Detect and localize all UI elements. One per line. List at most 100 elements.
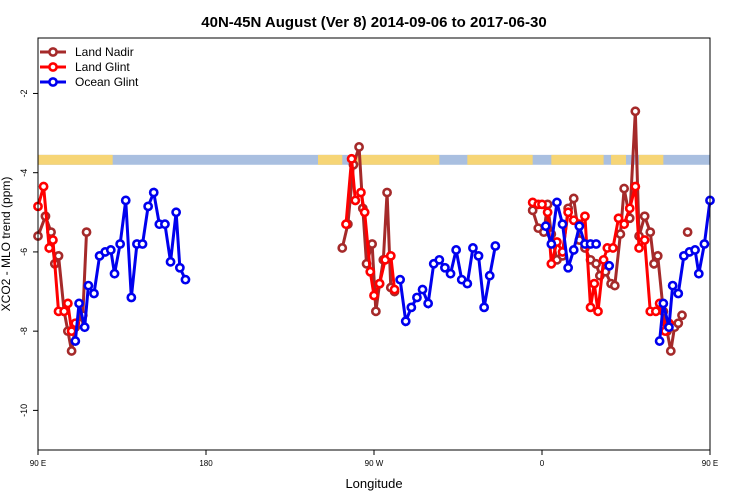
data-point	[585, 302, 596, 313]
data-point	[598, 254, 609, 265]
data-point	[639, 235, 650, 245]
data-point	[591, 258, 602, 269]
legend-item: Ocean Glint	[40, 75, 139, 89]
data-point	[652, 250, 663, 261]
data-point	[160, 219, 170, 230]
data-point	[370, 306, 381, 317]
x-tick-label: 90 W	[365, 459, 384, 468]
data-point	[540, 221, 551, 232]
data-point	[665, 346, 676, 356]
data-point	[337, 243, 348, 253]
legend-label: Land Glint	[75, 60, 130, 74]
data-point	[546, 258, 557, 269]
data-point	[591, 239, 602, 249]
legend-label: Ocean Glint	[75, 75, 139, 89]
data-point	[673, 318, 684, 329]
x-tick-label: 0	[540, 459, 545, 468]
data-point	[74, 298, 84, 309]
data-point	[120, 195, 131, 206]
data-point	[365, 266, 376, 277]
y-tick-label: -10	[19, 404, 29, 417]
x-tick-label: 180	[199, 459, 213, 468]
data-point	[440, 262, 450, 273]
legend-item: Land Nadir	[40, 45, 134, 59]
data-point	[374, 278, 385, 289]
data-point	[654, 336, 665, 346]
data-point	[667, 280, 678, 291]
data-point	[630, 181, 641, 192]
data-point	[462, 278, 473, 289]
data-point	[693, 268, 704, 279]
land-band-segment	[611, 154, 626, 165]
data-point	[650, 306, 661, 317]
land-band-segment	[639, 154, 664, 165]
data-point	[143, 201, 154, 212]
data-point	[546, 239, 557, 249]
data-point	[59, 306, 70, 317]
land-band-segment	[349, 154, 440, 165]
data-point	[389, 284, 400, 295]
data-point	[165, 256, 176, 267]
series-layer	[33, 106, 715, 356]
data-point	[479, 302, 490, 313]
data-point	[109, 268, 120, 279]
data-point	[664, 322, 674, 333]
data-point	[126, 292, 137, 303]
series-land-nadir	[33, 106, 693, 356]
y-axis: -2 -4 -6 -8 -10	[19, 89, 38, 417]
data-point	[677, 310, 687, 321]
data-point	[81, 227, 92, 238]
data-point	[434, 254, 445, 265]
data-point	[563, 207, 574, 218]
series-ocean-glint	[70, 187, 715, 346]
data-point	[699, 239, 710, 249]
data-point	[83, 280, 94, 291]
data-point	[412, 292, 422, 303]
data-point	[690, 245, 700, 255]
legend-label: Land Nadir	[75, 45, 134, 59]
data-point	[406, 302, 417, 313]
land-band-segment	[467, 154, 533, 165]
chart-title: 40N-45N August (Ver 8) 2014-09-06 to 201…	[201, 14, 546, 31]
data-point	[341, 219, 351, 230]
data-point	[619, 183, 630, 194]
data-point	[552, 197, 562, 208]
data-point	[174, 262, 185, 273]
y-tick-label: -6	[19, 248, 29, 256]
data-point	[417, 284, 428, 295]
data-point	[369, 290, 379, 301]
data-point	[574, 221, 585, 232]
data-point	[473, 250, 484, 261]
data-point	[79, 322, 90, 333]
x-axis-label: Longitude	[345, 476, 402, 491]
data-point	[593, 306, 603, 317]
data-point	[630, 106, 641, 117]
data-point	[137, 239, 148, 249]
data-point	[682, 227, 693, 238]
series-line	[532, 186, 671, 336]
data-point	[609, 280, 620, 291]
legend-swatch-marker	[48, 77, 58, 87]
data-point	[354, 142, 364, 152]
data-point	[542, 207, 553, 218]
data-point	[624, 203, 635, 214]
data-point	[356, 187, 366, 198]
data-point	[658, 298, 669, 309]
data-point	[400, 316, 411, 327]
legend-swatch-marker	[48, 47, 58, 57]
data-point	[639, 211, 650, 222]
data-point	[580, 211, 590, 222]
data-point	[619, 219, 630, 230]
data-point	[568, 193, 579, 204]
data-point	[148, 187, 159, 198]
data-point	[48, 235, 58, 245]
data-point	[604, 260, 615, 271]
land-band-segment	[38, 154, 113, 165]
data-point	[38, 181, 49, 192]
y-tick-label: -4	[19, 169, 29, 177]
data-point	[367, 239, 378, 249]
data-point	[44, 243, 55, 253]
y-axis-label: XCO2 - MLO trend (ppm)	[0, 177, 13, 312]
